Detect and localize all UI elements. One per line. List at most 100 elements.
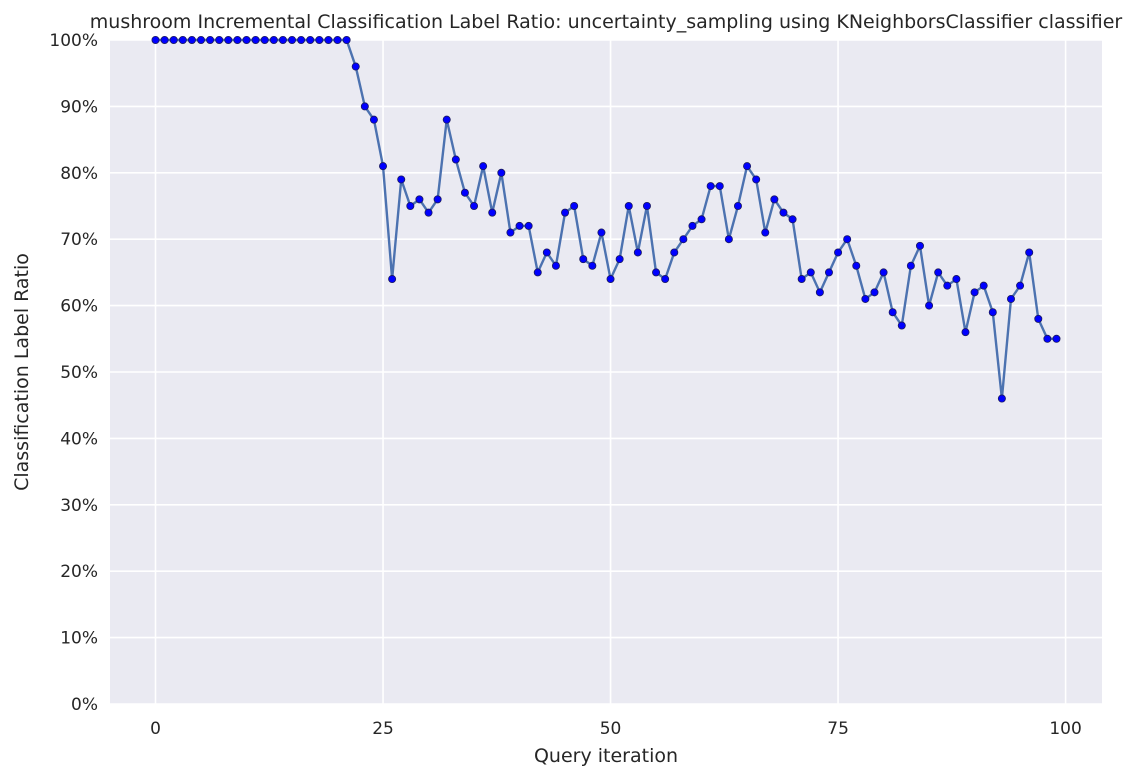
- data-point: [915, 241, 924, 250]
- data-point: [333, 36, 342, 45]
- data-point: [834, 248, 843, 257]
- data-point: [306, 36, 315, 45]
- data-point: [615, 255, 624, 264]
- data-point: [524, 221, 533, 230]
- data-point: [697, 215, 706, 224]
- data-point: [925, 301, 934, 310]
- data-point: [943, 281, 952, 290]
- y-tick-label: 90%: [60, 97, 98, 117]
- data-point: [888, 308, 897, 317]
- data-point: [488, 208, 497, 217]
- x-tick-label: 75: [827, 719, 849, 739]
- data-point: [597, 228, 606, 237]
- y-tick-label: 100%: [49, 31, 98, 51]
- data-point: [269, 36, 278, 45]
- data-point: [551, 261, 560, 270]
- data-point: [215, 36, 224, 45]
- y-axis-title: Classification Label Ratio: [11, 253, 33, 491]
- x-tick-label: 25: [372, 719, 394, 739]
- data-point: [743, 162, 752, 171]
- x-tick-label: 50: [600, 719, 622, 739]
- data-point: [979, 281, 988, 290]
- data-point: [360, 102, 369, 111]
- data-point: [324, 36, 333, 45]
- x-axis-title: Query iteration: [534, 745, 678, 767]
- data-point: [961, 328, 970, 337]
- data-point: [515, 221, 524, 230]
- y-tick-label: 80%: [60, 164, 98, 184]
- data-point: [497, 168, 506, 177]
- data-point: [260, 36, 269, 45]
- y-tick-label: 40%: [60, 429, 98, 449]
- data-point: [297, 36, 306, 45]
- data-point: [624, 201, 633, 210]
- data-point: [633, 248, 642, 257]
- data-point: [424, 208, 433, 217]
- data-point: [1016, 281, 1025, 290]
- data-point: [806, 268, 815, 277]
- y-tick-label: 50%: [60, 363, 98, 383]
- data-point: [460, 188, 469, 197]
- data-point: [606, 275, 615, 284]
- data-point: [843, 235, 852, 244]
- data-point: [824, 268, 833, 277]
- data-point: [451, 155, 460, 164]
- data-point: [642, 201, 651, 210]
- data-point: [415, 195, 424, 204]
- data-point: [733, 201, 742, 210]
- data-point: [433, 195, 442, 204]
- y-tick-label: 70%: [60, 230, 98, 250]
- data-point: [870, 288, 879, 297]
- series-line: [155, 38, 1057, 400]
- data-point: [351, 62, 360, 71]
- data-point: [470, 201, 479, 210]
- data-point: [970, 288, 979, 297]
- data-point: [406, 201, 415, 210]
- data-point: [852, 261, 861, 270]
- data-point: [670, 248, 679, 257]
- y-tick-label: 30%: [60, 496, 98, 516]
- data-point: [1043, 334, 1052, 343]
- data-point: [533, 268, 542, 277]
- data-point: [1034, 314, 1043, 323]
- data-point: [1025, 248, 1034, 257]
- data-point: [679, 235, 688, 244]
- data-point: [479, 162, 488, 171]
- data-point: [906, 261, 915, 270]
- data-point: [761, 228, 770, 237]
- data-point: [315, 36, 324, 45]
- data-point: [661, 275, 670, 284]
- grid: [110, 39, 1102, 705]
- data-point: [206, 36, 215, 45]
- data-point: [369, 115, 378, 124]
- y-tick-label: 10%: [60, 629, 98, 649]
- data-point: [570, 201, 579, 210]
- data-point: [178, 36, 187, 45]
- data-point: [952, 275, 961, 284]
- data-point: [724, 235, 733, 244]
- data-point: [706, 182, 715, 191]
- data-point: [815, 288, 824, 297]
- chart-title: mushroom Incremental Classification Labe…: [90, 11, 1123, 33]
- data-point: [160, 36, 169, 45]
- tick-labels: 0% 10% 20% 30% 40% 50% 60% 70% 80% 90% 100% 0 25 50 75…: [49, 31, 1081, 739]
- data-point: [379, 162, 388, 171]
- data-point: [752, 175, 761, 184]
- data-point: [1052, 334, 1061, 343]
- data-point: [788, 215, 797, 224]
- data-point: [542, 248, 551, 257]
- series-layer: [151, 36, 1061, 403]
- data-point: [342, 36, 351, 45]
- data-point: [197, 36, 206, 45]
- data-point: [187, 36, 196, 45]
- data-point: [169, 36, 178, 45]
- data-point: [278, 36, 287, 45]
- y-tick-label: 20%: [60, 562, 98, 582]
- data-point: [506, 228, 515, 237]
- data-point: [770, 195, 779, 204]
- data-point: [233, 36, 242, 45]
- x-tick-label: 100: [1049, 719, 1081, 739]
- data-point: [579, 255, 588, 264]
- data-point: [861, 294, 870, 303]
- x-tick-label: 0: [150, 719, 161, 739]
